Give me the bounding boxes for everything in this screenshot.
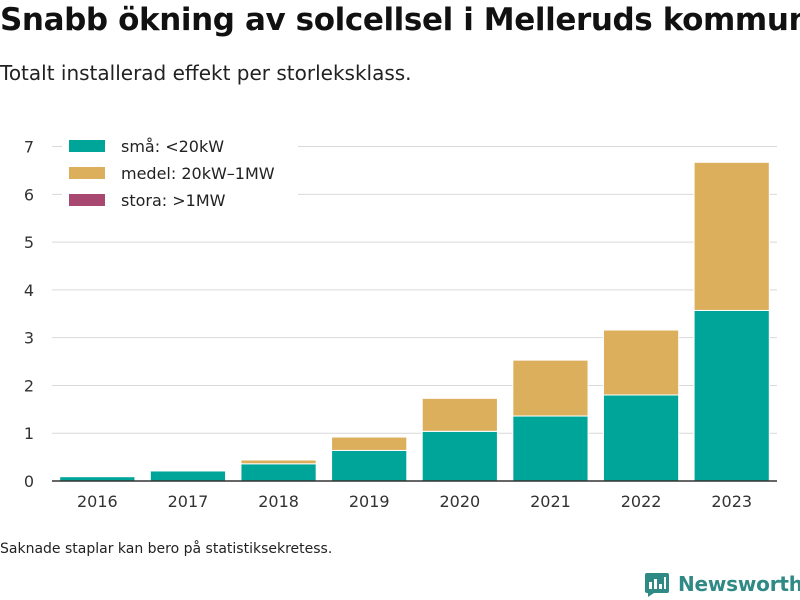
bar-2021-series-1 bbox=[512, 359, 589, 417]
legend: små: <20kW medel: 20kW–1MW stora: >1MW bbox=[62, 133, 298, 213]
y-tick-label: 7 bbox=[24, 138, 34, 157]
y-tick-label: 5 bbox=[24, 233, 34, 252]
x-tick-label: 2023 bbox=[711, 492, 752, 511]
axes: 0 1 2 3 4 5 6 7 2016 2017 2018 2019 2020 2021 2022 2023 bbox=[24, 138, 777, 511]
bar-series bbox=[59, 161, 770, 482]
x-tick-label: 2017 bbox=[168, 492, 209, 511]
y-tick-label: 6 bbox=[24, 185, 34, 204]
bar-2022-series-1 bbox=[602, 329, 680, 396]
legend-swatch bbox=[69, 194, 105, 206]
bar-2022-series-0 bbox=[602, 394, 680, 482]
x-tick-label: 2018 bbox=[258, 492, 299, 511]
brand-name: Newsworthy bbox=[678, 572, 800, 596]
legend-label: små: <20kW bbox=[121, 137, 224, 156]
bar-2018-series-0 bbox=[240, 463, 317, 482]
y-tick-label: 0 bbox=[24, 472, 34, 491]
bar-2019-series-0 bbox=[331, 449, 408, 482]
legend-label: medel: 20kW–1MW bbox=[121, 164, 275, 183]
bar-2023-series-1 bbox=[693, 161, 770, 311]
chart-title: Snabb ökning av solcellsel i Melleruds k… bbox=[0, 2, 800, 38]
x-tick-label: 2021 bbox=[530, 492, 571, 511]
bar-2021-series-0 bbox=[512, 415, 589, 482]
bar-2023-series-0 bbox=[693, 309, 770, 482]
bar-2018-series-1 bbox=[240, 459, 317, 465]
y-tick-label: 2 bbox=[24, 376, 34, 395]
y-tick-label: 1 bbox=[24, 424, 34, 443]
x-tick-label: 2022 bbox=[621, 492, 662, 511]
bar-2020-series-0 bbox=[421, 430, 498, 482]
bar-2019-series-1 bbox=[331, 436, 408, 451]
bar-2017-series-0 bbox=[149, 470, 227, 482]
y-tick-label: 3 bbox=[24, 329, 34, 348]
stacked-bar-chart: 0 1 2 3 4 5 6 7 2016 2017 2018 2019 2020 2021 2022 2023… bbox=[23, 133, 777, 511]
legend-swatch bbox=[69, 167, 105, 179]
newsworthy-logo-icon bbox=[645, 573, 669, 597]
legend-label: stora: >1MW bbox=[121, 191, 226, 210]
brand-logo: Newsworthy bbox=[644, 568, 800, 600]
y-tick-label: 4 bbox=[24, 281, 34, 300]
chart-subtitle: Totalt installerad effekt per storlekskl… bbox=[0, 61, 412, 85]
x-tick-label: 2020 bbox=[439, 492, 480, 511]
legend-swatch bbox=[69, 140, 105, 152]
x-tick-label: 2019 bbox=[349, 492, 390, 511]
bar-2020-series-1 bbox=[421, 397, 498, 432]
footnote: Saknade staplar kan bero på statistiksek… bbox=[0, 541, 333, 557]
x-tick-label: 2016 bbox=[77, 492, 118, 511]
